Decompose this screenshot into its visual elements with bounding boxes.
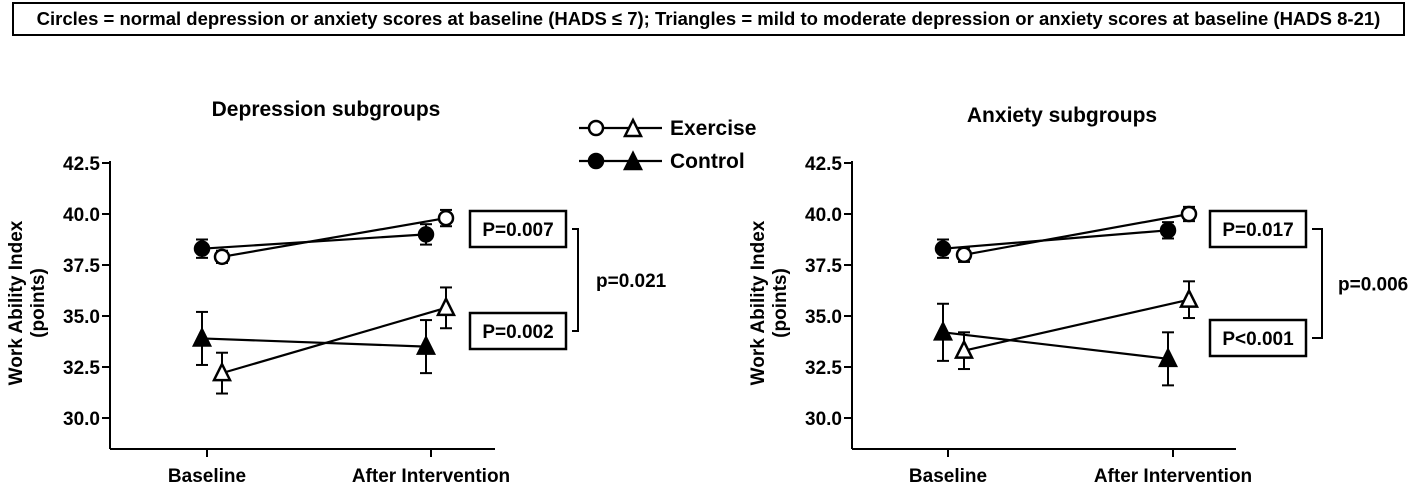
legend: Exercise Control <box>579 117 756 173</box>
data-point <box>955 246 973 264</box>
significance-bracket <box>572 228 579 332</box>
panel-anxiety: Anxiety subgroups Work Ability Index(poin… <box>748 104 1408 485</box>
p-value-mild: P<0.001 <box>1222 329 1294 350</box>
p-value-mild-box <box>468 311 568 351</box>
legend-item: Exercise <box>579 117 756 140</box>
y-axis-label: Work Ability Index(points) <box>748 220 791 385</box>
data-point <box>417 226 435 243</box>
p-value-mild: P=0.002 <box>482 322 553 343</box>
p-value-mild-box <box>1208 318 1308 358</box>
data-point <box>211 361 233 382</box>
data-point <box>1159 222 1177 239</box>
x-tick-label: Baseline <box>909 466 987 485</box>
series-line <box>201 337 427 348</box>
series-line <box>221 306 447 375</box>
p-value-normal-box <box>468 209 568 249</box>
x-tick-label: Baseline <box>168 466 246 485</box>
legend-marker <box>622 117 644 138</box>
y-tick-label: 35.0 <box>805 307 842 328</box>
y-axis-label-line: (points) <box>770 268 791 338</box>
data-point <box>953 338 975 359</box>
chart-title: Depression subgroups <box>212 98 441 121</box>
data-point <box>213 248 231 266</box>
y-tick-label: 30.0 <box>63 409 100 430</box>
y-tick-label: 30.0 <box>805 409 842 430</box>
panel-depression: Depression subgroups Work Ability Index(p… <box>6 98 667 485</box>
y-axis-label: Work Ability Index(points) <box>6 220 49 385</box>
series-line <box>942 331 1169 360</box>
y-axis-label-line: Work Ability Index <box>6 220 27 385</box>
y-axis-label-line: Work Ability Index <box>748 220 769 385</box>
series-line <box>963 212 1190 256</box>
data-point <box>1157 347 1179 368</box>
legend-item: Control <box>579 150 745 173</box>
p-value-interaction: p=0.021 <box>596 271 667 292</box>
legend-label: Exercise <box>670 117 756 140</box>
legend-marker <box>587 119 605 137</box>
y-tick-label: 40.0 <box>805 205 842 226</box>
significance-bracket <box>1312 228 1323 339</box>
x-tick-label: After Intervention <box>352 466 510 485</box>
data-point <box>1180 205 1198 223</box>
data-point <box>1178 287 1200 308</box>
series-line <box>201 233 427 250</box>
series-line <box>221 216 447 258</box>
legend-marker <box>587 152 605 170</box>
y-tick-label: 42.5 <box>805 154 842 175</box>
y-tick-label: 40.0 <box>63 205 100 226</box>
data-point <box>191 326 213 347</box>
legend-label: Control <box>670 150 745 173</box>
legend-marker <box>622 150 644 171</box>
data-point <box>932 320 954 341</box>
data-point <box>193 240 211 257</box>
p-value-normal-box <box>1208 209 1308 249</box>
data-point <box>934 240 952 257</box>
chart-title: Anxiety subgroups <box>967 104 1157 127</box>
y-tick-label: 32.5 <box>805 358 842 379</box>
y-tick-label: 37.5 <box>805 256 842 277</box>
y-tick-label: 42.5 <box>63 154 100 175</box>
x-tick-label: After Intervention <box>1094 466 1252 485</box>
p-value-interaction: p=0.006 <box>1338 275 1408 296</box>
series-line <box>942 229 1169 250</box>
data-point <box>415 334 437 355</box>
y-tick-label: 32.5 <box>63 358 100 379</box>
data-point <box>435 296 457 317</box>
y-axis-label-line: (points) <box>28 268 49 338</box>
p-value-normal: P=0.017 <box>1222 220 1293 241</box>
figure-caption: Circles = normal depression or anxiety s… <box>12 2 1405 36</box>
data-point <box>437 209 455 227</box>
p-value-normal: P=0.007 <box>482 220 553 241</box>
series-line <box>963 298 1190 352</box>
y-tick-label: 37.5 <box>63 256 100 277</box>
y-tick-label: 35.0 <box>63 307 100 328</box>
